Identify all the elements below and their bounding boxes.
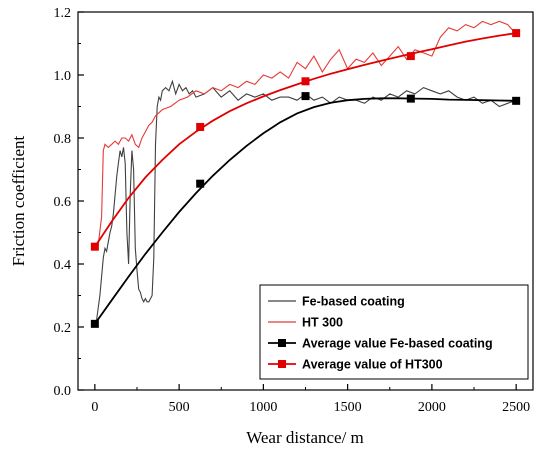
legend-label: Average value of HT300 (302, 358, 443, 372)
y-tick-label: 0.2 (54, 321, 72, 336)
x-tick-label: 500 (169, 400, 190, 415)
average-point (196, 179, 205, 188)
y-tick-label: 1.0 (54, 69, 72, 84)
series-1 (94, 20, 517, 249)
x-tick-label: 2500 (502, 400, 530, 415)
average-point (301, 92, 310, 101)
x-tick-label: 1500 (334, 400, 362, 415)
y-tick-label: 1.2 (54, 6, 72, 21)
x-tick-label: 2000 (418, 400, 446, 415)
average-point (301, 77, 310, 86)
x-axis-ticks: 0 500 1000 1500 2000 2500 (91, 384, 530, 415)
legend-label: Fe-based coating (302, 295, 405, 309)
x-axis-title: Wear distance/ m (246, 428, 364, 447)
y-tick-label: 0.0 (54, 384, 72, 399)
raw-series-line (94, 20, 517, 249)
legend-box (259, 284, 529, 380)
legend-marker (278, 339, 286, 347)
raw-series-line (94, 79, 517, 328)
series-3 (90, 29, 521, 251)
average-point (406, 52, 415, 61)
y-axis-title: Friction coefficient (9, 136, 28, 267)
series-layer (90, 20, 521, 328)
y-axis-ticks: 0.0 0.2 0.4 0.6 0.8 1.0 1.2 (54, 6, 84, 399)
x-tick-label: 1000 (249, 400, 277, 415)
average-point (512, 29, 521, 38)
series-2 (90, 92, 521, 328)
legend-marker (278, 360, 286, 368)
average-point (90, 319, 99, 328)
legend-label: HT 300 (302, 316, 343, 330)
average-point (90, 242, 99, 251)
series-0 (94, 79, 517, 328)
y-tick-label: 0.8 (54, 132, 72, 147)
legend: Fe-based coating HT 300 Average value Fe-b… (259, 284, 529, 380)
average-fit-line (94, 97, 517, 325)
legend-label: Average value Fe-based coating (302, 337, 493, 351)
average-point (196, 122, 205, 131)
average-point (406, 94, 415, 103)
average-fit-line (94, 32, 517, 248)
x-tick-label: 0 (91, 400, 98, 415)
y-tick-label: 0.4 (54, 258, 72, 273)
y-tick-label: 0.6 (54, 195, 72, 210)
average-point (512, 96, 521, 105)
